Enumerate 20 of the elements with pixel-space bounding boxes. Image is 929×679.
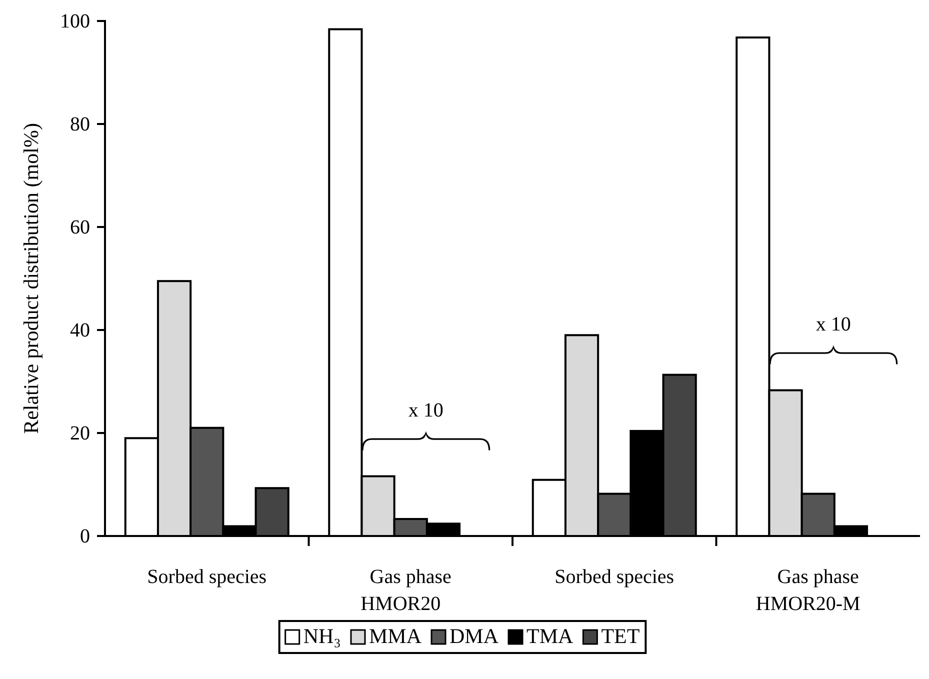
y-tick-label: 20 [70,422,90,444]
legend-label: TMA [526,624,574,648]
x-tick-label: Gas phase [370,566,452,588]
y-tick-label: 40 [70,319,90,342]
text: HMOR20 [360,593,441,615]
x-tick-label: Gas phase [777,566,860,588]
x-tick-label: Sorbed species [554,566,674,588]
y-axis-title: Relative product distribution (mol%) [19,123,43,434]
y-tick-label: 60 [70,216,90,238]
annotation: x 10 [408,399,444,422]
legend-label: DMA [450,624,500,648]
annotation: x 10 [816,313,851,336]
x-tick-label: Sorbed species [147,566,267,588]
text: HMOR20-M [756,593,861,615]
legend-label: MMA [368,624,422,648]
legend-label: TET [601,624,640,648]
y-tick-label: 80 [70,113,90,136]
y-tick-label: 0 [80,525,90,548]
y-tick-label: 100 [60,10,90,32]
legend-label: NH₃ [303,624,341,648]
